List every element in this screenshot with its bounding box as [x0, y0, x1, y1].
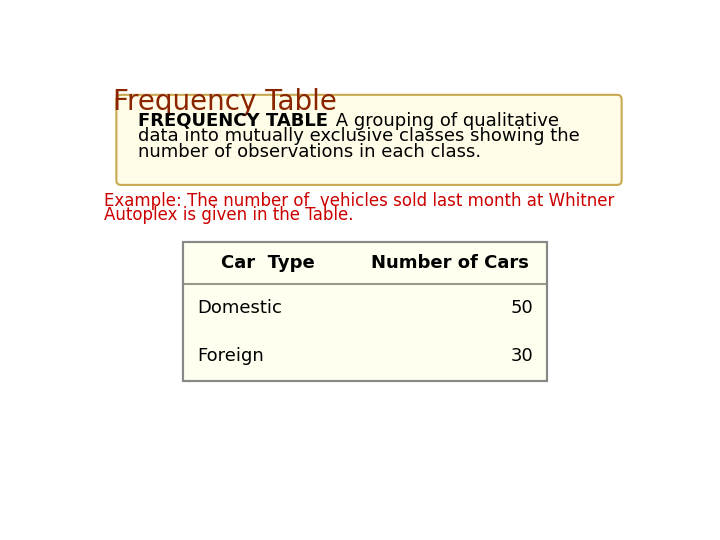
- FancyBboxPatch shape: [117, 95, 621, 185]
- Text: Foreign: Foreign: [197, 347, 264, 366]
- Text: FREQUENCY TABLE: FREQUENCY TABLE: [138, 112, 328, 130]
- Text: Car  Type: Car Type: [221, 254, 315, 272]
- Text: 30: 30: [510, 347, 534, 366]
- Bar: [183, 242, 547, 381]
- Text: Example: The number of  vehicles sold last month at Whitner: Example: The number of vehicles sold las…: [104, 192, 614, 210]
- Bar: [183, 242, 547, 381]
- Text: A grouping of qualitative: A grouping of qualitative: [330, 112, 559, 130]
- Text: Domestic: Domestic: [197, 299, 282, 318]
- Text: 50: 50: [510, 299, 534, 318]
- Text: Frequency Table: Frequency Table: [113, 88, 337, 116]
- Text: data into mutually exclusive classes showing the: data into mutually exclusive classes sho…: [138, 127, 580, 145]
- Text: Autoplex is given in the Table.: Autoplex is given in the Table.: [104, 206, 354, 225]
- Text: Number of Cars: Number of Cars: [372, 254, 529, 272]
- Text: number of observations in each class.: number of observations in each class.: [138, 143, 481, 160]
